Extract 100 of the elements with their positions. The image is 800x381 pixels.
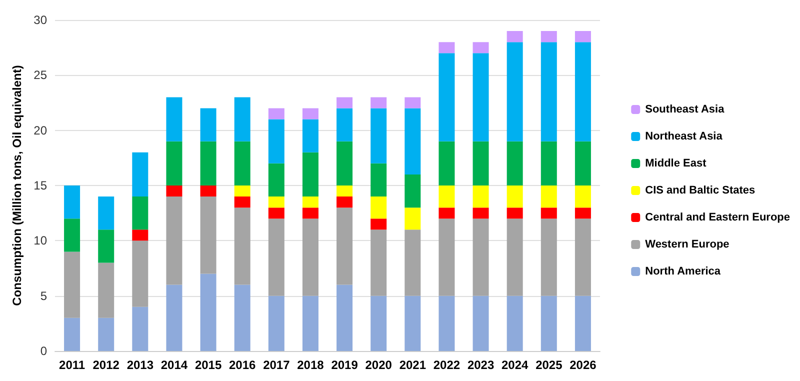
bar: [200, 186, 216, 197]
bar: [404, 208, 421, 230]
bar: [166, 186, 182, 197]
bar: [438, 208, 455, 219]
bar: [438, 186, 455, 208]
bar: [438, 141, 455, 186]
bar: [98, 262, 114, 318]
bar: [336, 97, 353, 108]
y-axis-title: Consumption (Million tons, Oil equivalent): [10, 65, 24, 306]
bar: [336, 186, 353, 197]
bar: [438, 296, 455, 351]
bar: [268, 218, 284, 296]
bar: [472, 208, 489, 219]
bar: [336, 196, 353, 208]
x-tick-label: 2016: [228, 358, 256, 372]
bar: [472, 53, 489, 142]
bar: [506, 42, 523, 142]
y-tick-label: 30: [34, 13, 48, 27]
bar: [540, 208, 557, 219]
x-tick-label: 2025: [536, 358, 563, 372]
bar: [438, 53, 455, 142]
x-tick-label: 2015: [194, 358, 222, 372]
x-tick-label: 2019: [331, 358, 358, 372]
bar: [438, 42, 455, 54]
bar: [268, 196, 284, 208]
y-tick-label: 5: [40, 288, 48, 303]
bar: [234, 186, 250, 197]
bar: [540, 141, 557, 186]
bar: [506, 296, 523, 351]
bar: [370, 196, 387, 219]
y-tick-label: 25: [34, 68, 48, 82]
bar: [540, 296, 557, 351]
x-tick-label: 2024: [501, 358, 529, 372]
bar: [200, 196, 216, 274]
x-tick-label: 2011: [59, 358, 86, 372]
bar: [506, 141, 523, 186]
bar: [370, 108, 387, 164]
x-tick-label: 2023: [467, 358, 494, 372]
bar: [302, 218, 318, 296]
bar: [132, 306, 148, 351]
bar: [370, 296, 387, 351]
bar: [234, 141, 250, 186]
bar: [166, 141, 182, 186]
bar: [336, 208, 353, 285]
y-tick-label: 10: [34, 234, 48, 248]
bar: [540, 186, 557, 208]
legend-label: Southeast Asia: [645, 104, 726, 116]
bar: [438, 218, 455, 296]
bar: [234, 284, 250, 351]
bar: [404, 296, 421, 351]
bar: [370, 230, 387, 296]
bar: [200, 108, 216, 142]
bar: [234, 97, 250, 142]
bar: [132, 230, 148, 241]
bar: [370, 218, 387, 230]
bar: [268, 119, 284, 164]
bar: [268, 163, 284, 197]
bar: [166, 196, 182, 285]
bar: [574, 208, 591, 219]
bar: [472, 141, 489, 186]
bar: [472, 218, 489, 296]
bar: [404, 108, 421, 174]
bar: [166, 284, 182, 351]
x-tick-label: 2018: [297, 358, 324, 372]
bar: [404, 174, 421, 208]
bar: [574, 42, 591, 142]
bar: [336, 141, 353, 186]
bar: [336, 284, 353, 351]
bar: [574, 218, 591, 296]
bar: [574, 31, 591, 42]
legend-label: Central and Eastern Europe: [645, 212, 790, 224]
bar: [234, 208, 250, 285]
bar: [336, 108, 353, 142]
bar: [234, 196, 250, 208]
bar: [370, 97, 387, 108]
x-tick-label: 2017: [263, 358, 290, 372]
bar: [132, 152, 148, 197]
legend-label: Middle East: [645, 158, 707, 170]
x-tick-label: 2013: [126, 358, 154, 372]
bar: [404, 97, 421, 108]
y-tick-label: 15: [34, 178, 48, 192]
bar: [302, 152, 318, 197]
bar: [574, 296, 591, 351]
bar: [64, 218, 80, 252]
bar: [200, 274, 216, 351]
x-tick-label: 2022: [433, 358, 460, 372]
bar: [506, 218, 523, 296]
bar: [472, 186, 489, 208]
y-tick-label: 0: [40, 344, 48, 358]
bar: [302, 108, 318, 120]
bar: [506, 31, 523, 42]
bar: [540, 31, 557, 42]
bar: [302, 119, 318, 152]
legend-label: CIS and Baltic States: [645, 184, 756, 196]
bar: [268, 208, 284, 219]
bar: [540, 42, 557, 142]
bar: [98, 230, 114, 263]
x-tick-label: 2021: [399, 358, 426, 372]
bar: [200, 141, 216, 186]
bar: [574, 141, 591, 186]
